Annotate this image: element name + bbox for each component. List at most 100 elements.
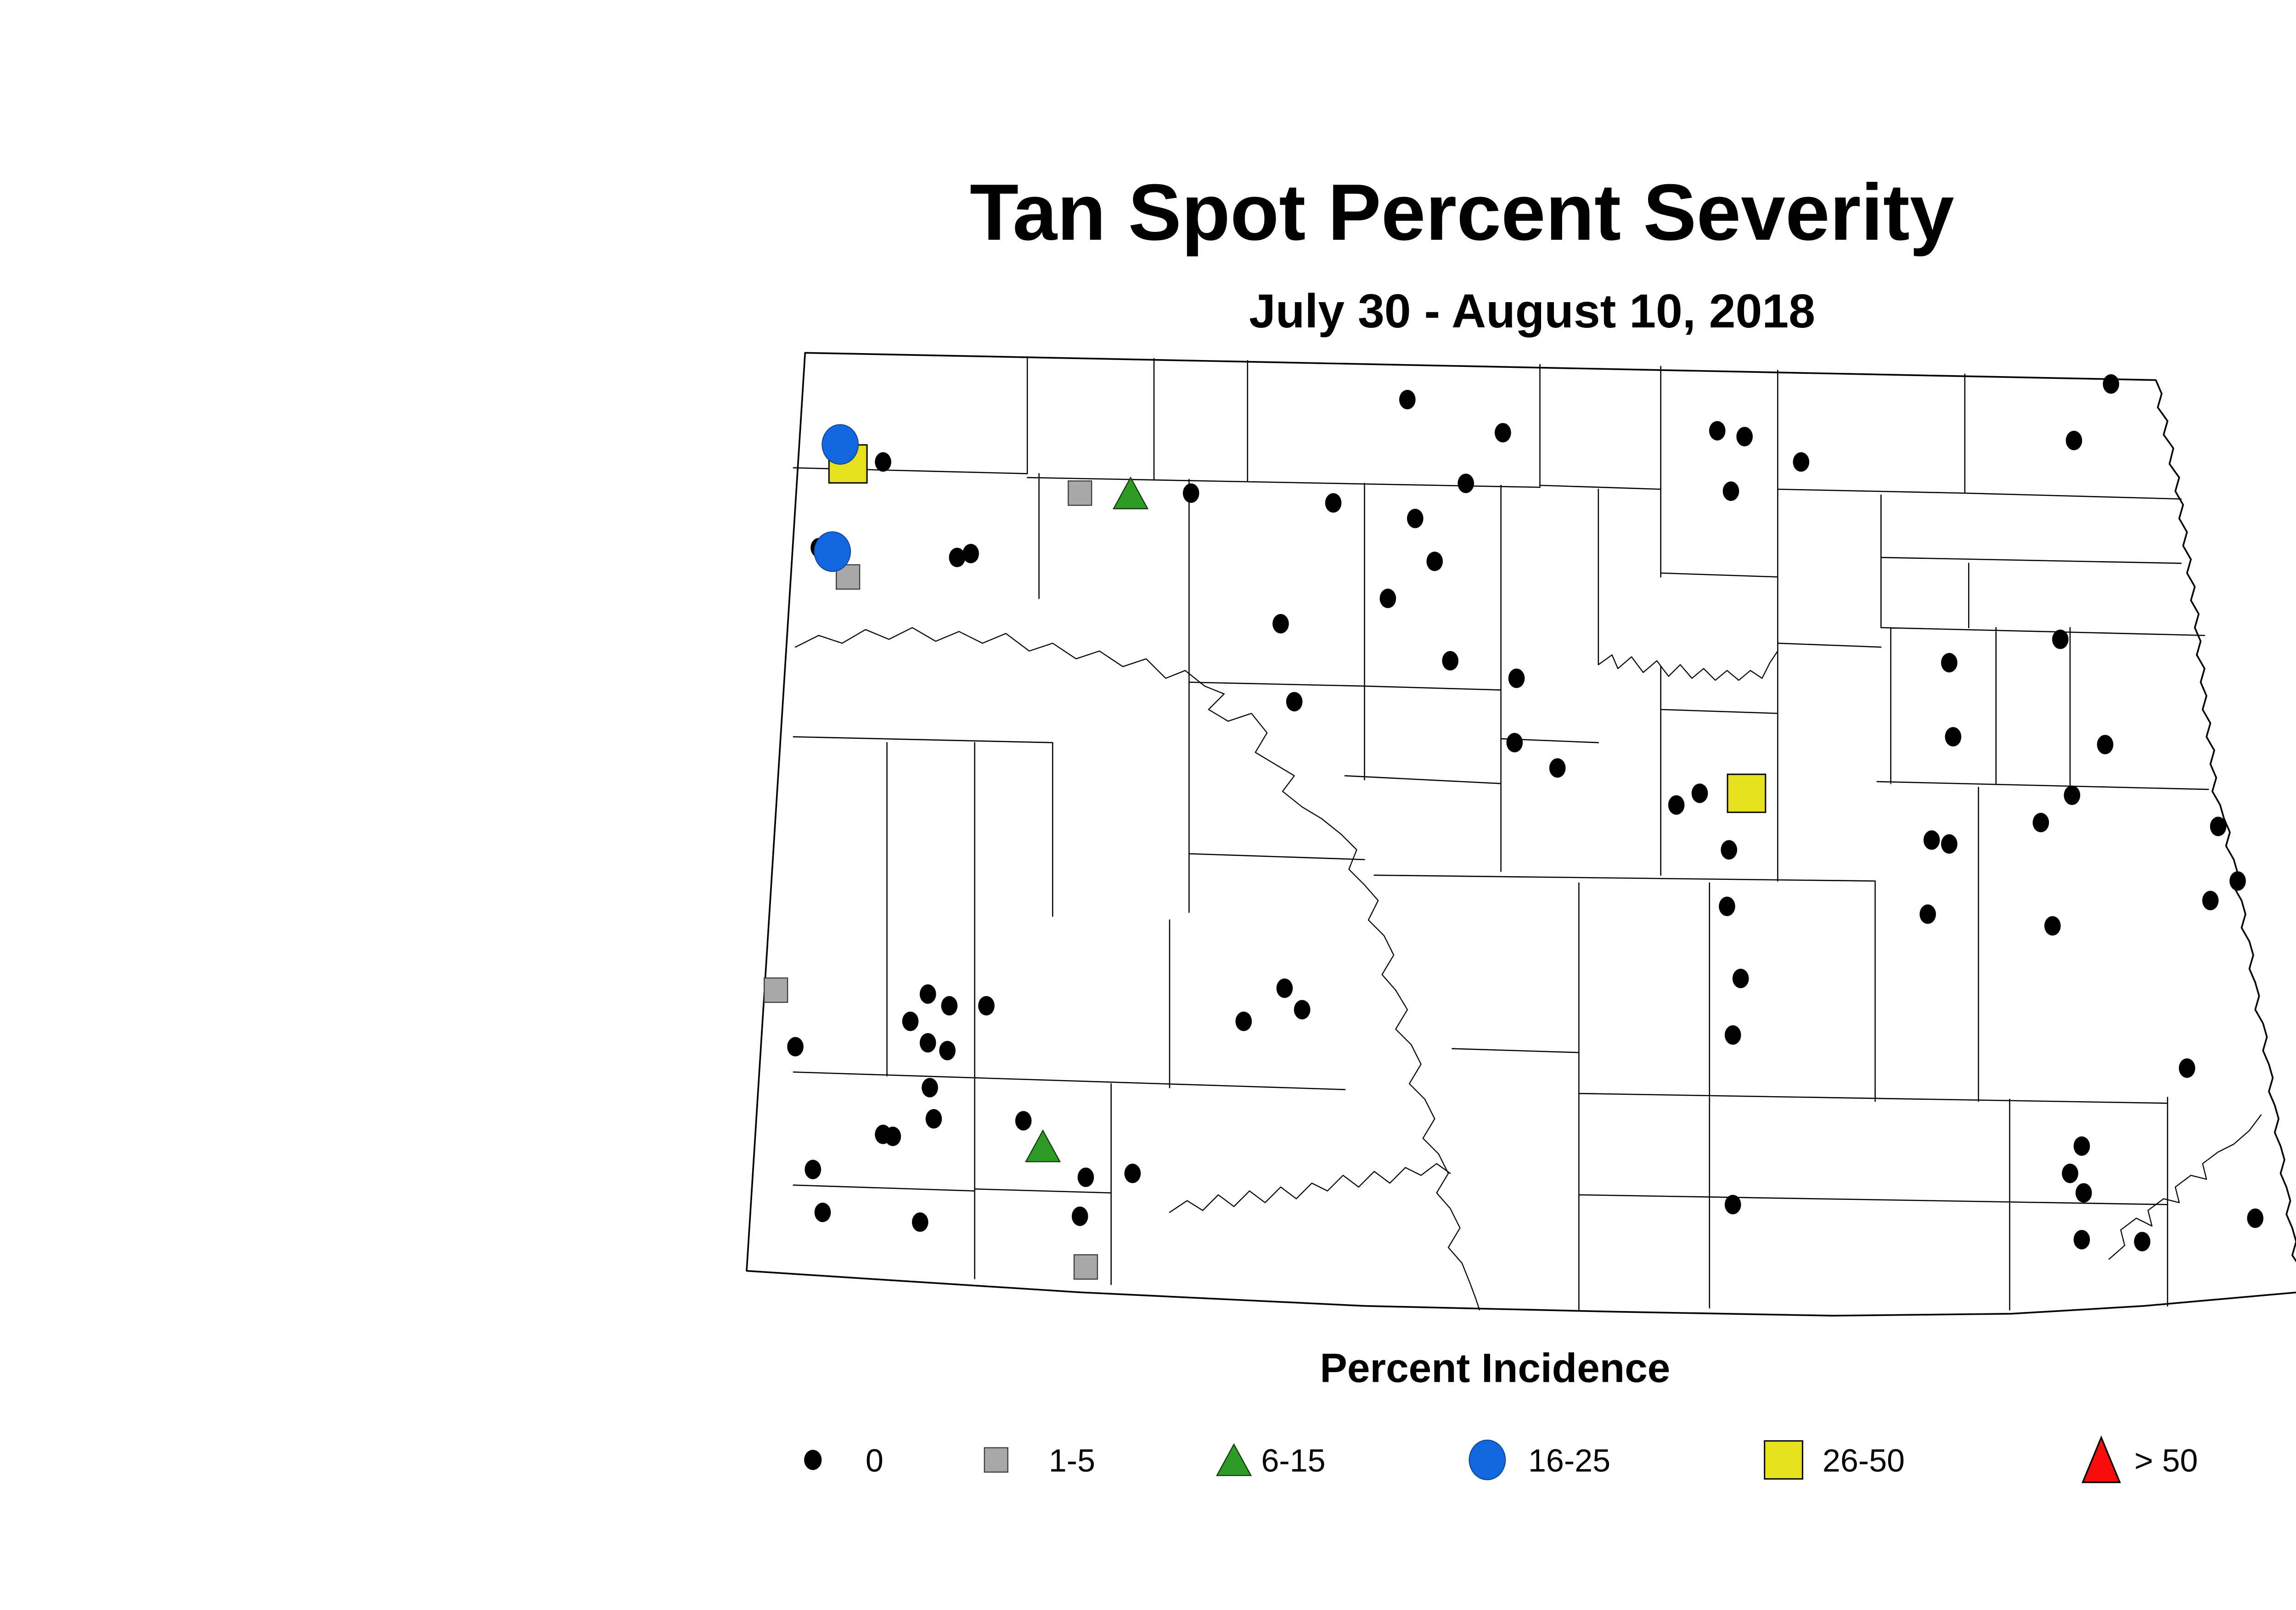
marker-0 xyxy=(1736,427,1753,447)
county-boundaries xyxy=(793,356,2209,1311)
marker-0 xyxy=(1549,758,1566,778)
marker-0 xyxy=(978,996,995,1016)
legend-label: 16-25 xyxy=(1528,1443,1610,1479)
legend-item-0: 0 xyxy=(804,1443,884,1479)
marker-0 xyxy=(2229,871,2246,891)
marker-0 xyxy=(1724,1025,1741,1045)
map-markers xyxy=(763,374,2264,1280)
marker-0 xyxy=(1071,1206,1088,1226)
marker-0 xyxy=(1294,1000,1311,1019)
legend-swatch-16-25 xyxy=(1469,1440,1506,1481)
marker-0 xyxy=(2073,1136,2090,1156)
legend-swatch-26-50 xyxy=(1764,1440,1803,1480)
marker-0 xyxy=(1015,1111,1032,1131)
marker-0 xyxy=(1919,904,1936,924)
missouri-river-boundary xyxy=(794,627,1480,1311)
marker-0 xyxy=(2052,629,2069,649)
marker-0 xyxy=(939,1041,956,1061)
marker-0 xyxy=(814,1202,831,1222)
marker-0 xyxy=(1379,588,1396,608)
marker-0 xyxy=(912,1212,929,1232)
marker-6-15 xyxy=(1024,1129,1061,1162)
marker-0 xyxy=(2044,916,2061,936)
marker-0 xyxy=(1732,968,1749,988)
legend-swatch-1-5 xyxy=(984,1447,1008,1473)
marker-0 xyxy=(1399,389,1416,410)
marker-0 xyxy=(1077,1167,1094,1187)
marker-0 xyxy=(1508,668,1525,688)
north-dakota-map xyxy=(746,352,2296,1317)
marker-0 xyxy=(1182,483,1199,503)
marker-16-25 xyxy=(822,424,859,465)
marker-16-25 xyxy=(814,531,851,572)
marker-0 xyxy=(922,1078,938,1098)
marker-0 xyxy=(941,996,958,1016)
devils-lake-boundary xyxy=(1598,650,1778,681)
marker-0 xyxy=(962,544,979,563)
legend-swatch-gt50 xyxy=(2082,1435,2121,1483)
legend-label: 1-5 xyxy=(1049,1443,1095,1479)
marker-0 xyxy=(1923,830,1940,850)
legend-swatch-6-15 xyxy=(1216,1443,1252,1476)
marker-0 xyxy=(1722,481,1739,501)
marker-0 xyxy=(1235,1011,1252,1031)
legend: 0 1-5 6-15 16-25 26-50 > 50 xyxy=(804,1435,2198,1483)
marker-0 xyxy=(2202,890,2219,911)
marker-0 xyxy=(2097,735,2114,754)
marker-0 xyxy=(1286,692,1303,712)
legend-label: > 50 xyxy=(2134,1443,2198,1479)
marker-0 xyxy=(2064,785,2081,805)
marker-0 xyxy=(1407,508,1424,529)
marker-0 xyxy=(1945,727,1962,747)
marker-1-5 xyxy=(1068,480,1092,506)
legend-label: 26-50 xyxy=(1823,1443,1905,1479)
marker-6-15 xyxy=(1113,476,1149,509)
marker-0 xyxy=(902,1011,919,1031)
marker-0 xyxy=(1276,978,1293,998)
marker-0 xyxy=(2075,1183,2092,1203)
marker-0 xyxy=(1442,651,1459,671)
marker-0 xyxy=(2134,1232,2150,1252)
marker-0 xyxy=(1941,653,1958,673)
marker-0 xyxy=(1494,423,1511,443)
legend-title: Percent Incidence xyxy=(1320,1345,1670,1390)
marker-0 xyxy=(919,984,936,1004)
legend-swatch-0 xyxy=(804,1450,822,1470)
marker-0 xyxy=(2247,1208,2264,1228)
marker-0 xyxy=(1272,614,1289,634)
legend-label: 6-15 xyxy=(1261,1443,1325,1479)
marker-0 xyxy=(2062,1163,2078,1183)
marker-26-50 xyxy=(1727,773,1767,813)
marker-0 xyxy=(2210,816,2227,836)
legend-item-6-15: 6-15 xyxy=(1216,1443,1326,1479)
marker-0 xyxy=(2103,374,2119,394)
marker-0 xyxy=(1709,421,1726,441)
legend-label: 0 xyxy=(866,1443,884,1479)
marker-0 xyxy=(2178,1058,2195,1078)
sheyenne-river-boundary xyxy=(2108,1114,2262,1260)
state-outline xyxy=(746,352,2296,1317)
marker-0 xyxy=(1325,493,1342,513)
marker-0 xyxy=(1941,834,1958,854)
marker-1-5 xyxy=(763,977,788,1003)
page-title: Tan Spot Percent Severity xyxy=(970,167,1954,257)
marker-0 xyxy=(919,1033,936,1053)
legend-item-1-5: 1-5 xyxy=(984,1443,1095,1479)
page-subtitle: July 30 - August 10, 2018 xyxy=(1249,285,1815,338)
marker-0 xyxy=(1668,795,1685,815)
marker-0 xyxy=(1719,896,1735,916)
legend-item-26-50: 26-50 xyxy=(1764,1440,1905,1480)
marker-0 xyxy=(2032,812,2049,833)
marker-1-5 xyxy=(1073,1254,1098,1280)
marker-0 xyxy=(1458,473,1474,493)
marker-0 xyxy=(1724,1194,1741,1215)
cannonball-river-boundary xyxy=(1169,1163,1451,1213)
marker-0 xyxy=(2065,431,2082,450)
marker-0 xyxy=(1793,452,1810,472)
marker-0 xyxy=(1691,783,1708,803)
legend-item-16-25: 16-25 xyxy=(1469,1440,1610,1481)
marker-0 xyxy=(1124,1163,1141,1183)
marker-0 xyxy=(2073,1230,2090,1250)
